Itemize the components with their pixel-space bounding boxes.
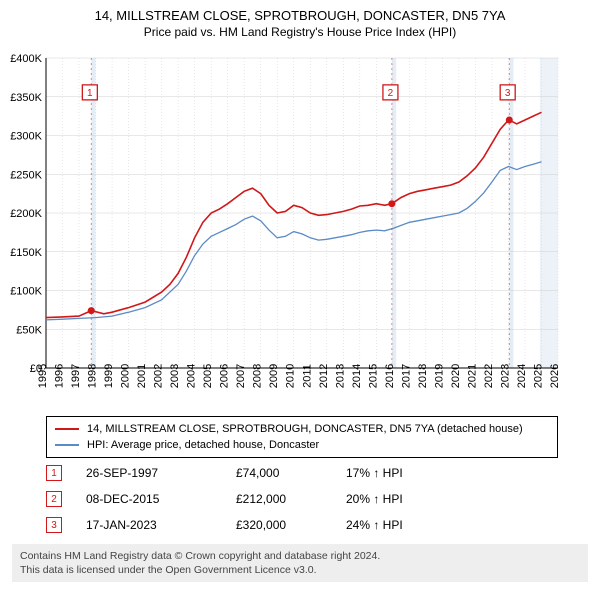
- chart-svg: £0£50K£100K£150K£200K£250K£300K£350K£400…: [0, 48, 600, 408]
- svg-text:2013: 2013: [334, 364, 346, 388]
- svg-text:£400K: £400K: [10, 53, 42, 65]
- chart-container: 14, MILLSTREAM CLOSE, SPROTBROUGH, DONCA…: [0, 0, 600, 590]
- svg-text:2001: 2001: [136, 364, 148, 388]
- transaction-marker: 2: [46, 491, 62, 507]
- svg-text:2002: 2002: [153, 364, 165, 388]
- svg-text:2005: 2005: [202, 364, 214, 388]
- footer-line-1: Contains HM Land Registry data © Crown c…: [20, 549, 580, 563]
- svg-text:2: 2: [388, 88, 394, 99]
- svg-text:1995: 1995: [37, 364, 49, 388]
- transaction-marker: 3: [46, 517, 62, 533]
- transaction-row: 2 08-DEC-2015£212,00020% ↑ HPI: [46, 486, 558, 512]
- svg-text:2021: 2021: [466, 364, 478, 388]
- svg-text:2014: 2014: [351, 364, 363, 388]
- legend-swatch-property: [55, 428, 79, 430]
- svg-text:2009: 2009: [268, 364, 280, 388]
- svg-text:2007: 2007: [235, 364, 247, 388]
- svg-text:2022: 2022: [483, 364, 495, 388]
- chart-title: 14, MILLSTREAM CLOSE, SPROTBROUGH, DONCA…: [0, 0, 600, 23]
- transaction-delta: 20% ↑ HPI: [346, 492, 486, 506]
- svg-text:2026: 2026: [549, 364, 561, 388]
- svg-text:2018: 2018: [417, 364, 429, 388]
- svg-text:2025: 2025: [532, 364, 544, 388]
- svg-text:2023: 2023: [499, 364, 511, 388]
- svg-text:2017: 2017: [400, 364, 412, 388]
- transaction-table: 1 26-SEP-1997£74,00017% ↑ HPI 2 08-DEC-2015…: [46, 460, 558, 538]
- transaction-date: 08-DEC-2015: [86, 492, 236, 506]
- svg-text:2003: 2003: [169, 364, 181, 388]
- svg-text:2000: 2000: [120, 364, 132, 388]
- svg-text:1998: 1998: [87, 364, 99, 388]
- svg-text:2015: 2015: [367, 364, 379, 388]
- svg-text:£150K: £150K: [10, 247, 42, 259]
- footer-line-2: This data is licensed under the Open Gov…: [20, 563, 580, 577]
- svg-text:1997: 1997: [70, 364, 82, 388]
- legend-row-hpi: HPI: Average price, detached house, Donc…: [55, 437, 549, 453]
- svg-text:2016: 2016: [384, 364, 396, 388]
- svg-text:2024: 2024: [516, 364, 528, 388]
- svg-text:1996: 1996: [54, 364, 66, 388]
- legend-label-property: 14, MILLSTREAM CLOSE, SPROTBROUGH, DONCA…: [87, 423, 523, 435]
- legend: 14, MILLSTREAM CLOSE, SPROTBROUGH, DONCA…: [46, 416, 558, 458]
- svg-text:£50K: £50K: [16, 324, 42, 336]
- svg-text:£300K: £300K: [10, 131, 42, 143]
- transaction-row: 1 26-SEP-1997£74,00017% ↑ HPI: [46, 460, 558, 486]
- chart-area: £0£50K£100K£150K£200K£250K£300K£350K£400…: [0, 48, 600, 408]
- svg-text:2020: 2020: [450, 364, 462, 388]
- svg-text:2019: 2019: [433, 364, 445, 388]
- legend-label-hpi: HPI: Average price, detached house, Donc…: [87, 439, 319, 451]
- svg-text:£350K: £350K: [10, 92, 42, 104]
- transaction-marker: 1: [46, 465, 62, 481]
- svg-text:2008: 2008: [252, 364, 264, 388]
- transaction-date: 17-JAN-2023: [86, 518, 236, 532]
- transaction-row: 3 17-JAN-2023£320,00024% ↑ HPI: [46, 512, 558, 538]
- svg-text:1: 1: [87, 88, 93, 99]
- chart-subtitle: Price paid vs. HM Land Registry's House …: [0, 23, 600, 39]
- transaction-price: £320,000: [236, 518, 346, 532]
- transaction-delta: 17% ↑ HPI: [346, 466, 486, 480]
- transaction-price: £74,000: [236, 466, 346, 480]
- svg-text:2004: 2004: [186, 364, 198, 388]
- legend-row-property: 14, MILLSTREAM CLOSE, SPROTBROUGH, DONCA…: [55, 421, 549, 437]
- svg-text:£100K: £100K: [10, 286, 42, 298]
- transaction-delta: 24% ↑ HPI: [346, 518, 486, 532]
- transaction-date: 26-SEP-1997: [86, 466, 236, 480]
- svg-text:2010: 2010: [285, 364, 297, 388]
- svg-text:£250K: £250K: [10, 169, 42, 181]
- svg-text:2012: 2012: [318, 364, 330, 388]
- transaction-price: £212,000: [236, 492, 346, 506]
- svg-text:£200K: £200K: [10, 208, 42, 220]
- footer: Contains HM Land Registry data © Crown c…: [12, 544, 588, 582]
- svg-text:1999: 1999: [103, 364, 115, 388]
- svg-text:3: 3: [505, 88, 511, 99]
- legend-swatch-hpi: [55, 444, 79, 446]
- svg-text:2006: 2006: [219, 364, 231, 388]
